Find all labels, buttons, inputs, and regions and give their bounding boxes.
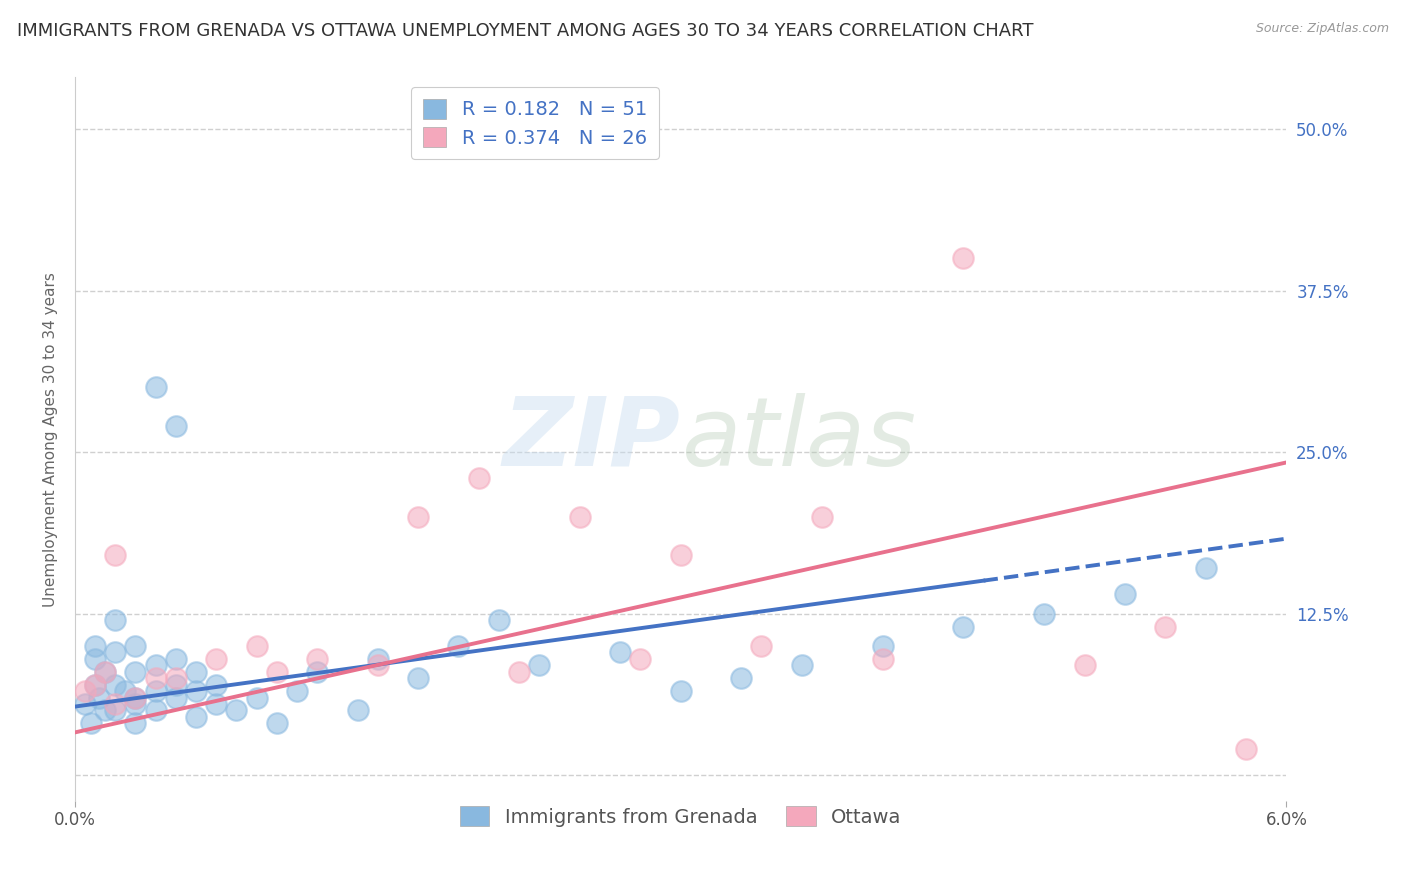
Point xyxy=(104,645,127,659)
Point xyxy=(346,703,368,717)
Point xyxy=(406,671,429,685)
Point xyxy=(73,684,96,698)
Point xyxy=(165,690,187,705)
Point xyxy=(124,716,146,731)
Point xyxy=(84,639,107,653)
Point xyxy=(145,380,167,394)
Point xyxy=(124,697,146,711)
Point xyxy=(80,716,103,731)
Point xyxy=(104,703,127,717)
Point xyxy=(266,665,288,679)
Point xyxy=(124,639,146,653)
Point xyxy=(73,697,96,711)
Point xyxy=(94,665,117,679)
Point xyxy=(184,710,207,724)
Point xyxy=(467,471,489,485)
Point xyxy=(184,665,207,679)
Point xyxy=(1154,619,1177,633)
Point xyxy=(94,703,117,717)
Point xyxy=(184,684,207,698)
Point xyxy=(508,665,530,679)
Point xyxy=(145,703,167,717)
Legend: Immigrants from Grenada, Ottawa: Immigrants from Grenada, Ottawa xyxy=(453,798,910,835)
Point xyxy=(104,697,127,711)
Point xyxy=(245,639,267,653)
Point xyxy=(165,419,187,434)
Point xyxy=(628,652,651,666)
Point xyxy=(307,652,329,666)
Point xyxy=(952,619,974,633)
Point xyxy=(104,549,127,563)
Point xyxy=(145,671,167,685)
Point xyxy=(307,665,329,679)
Point xyxy=(1114,587,1136,601)
Point xyxy=(94,665,117,679)
Point xyxy=(165,652,187,666)
Point xyxy=(609,645,631,659)
Point xyxy=(367,658,389,673)
Point xyxy=(488,613,510,627)
Point xyxy=(952,252,974,266)
Text: atlas: atlas xyxy=(681,392,915,485)
Point xyxy=(811,509,834,524)
Point xyxy=(205,678,228,692)
Point xyxy=(87,690,110,705)
Point xyxy=(669,684,692,698)
Point xyxy=(165,671,187,685)
Point xyxy=(266,716,288,731)
Point xyxy=(205,697,228,711)
Text: IMMIGRANTS FROM GRENADA VS OTTAWA UNEMPLOYMENT AMONG AGES 30 TO 34 YEARS CORRELA: IMMIGRANTS FROM GRENADA VS OTTAWA UNEMPL… xyxy=(17,22,1033,40)
Text: Source: ZipAtlas.com: Source: ZipAtlas.com xyxy=(1256,22,1389,36)
Point xyxy=(84,652,107,666)
Point xyxy=(529,658,551,673)
Point xyxy=(872,639,894,653)
Point xyxy=(124,665,146,679)
Point xyxy=(104,613,127,627)
Point xyxy=(165,678,187,692)
Point xyxy=(145,684,167,698)
Point xyxy=(790,658,813,673)
Point xyxy=(124,690,146,705)
Point xyxy=(1073,658,1095,673)
Point xyxy=(225,703,247,717)
Point xyxy=(1195,561,1218,575)
Point xyxy=(730,671,752,685)
Y-axis label: Unemployment Among Ages 30 to 34 years: Unemployment Among Ages 30 to 34 years xyxy=(44,272,58,607)
Point xyxy=(406,509,429,524)
Point xyxy=(568,509,591,524)
Point xyxy=(669,549,692,563)
Point xyxy=(1033,607,1056,621)
Point xyxy=(205,652,228,666)
Point xyxy=(104,678,127,692)
Point xyxy=(124,690,146,705)
Point xyxy=(447,639,470,653)
Point xyxy=(285,684,308,698)
Text: ZIP: ZIP xyxy=(503,392,681,485)
Point xyxy=(114,684,136,698)
Point xyxy=(245,690,267,705)
Point xyxy=(84,678,107,692)
Point xyxy=(751,639,773,653)
Point xyxy=(145,658,167,673)
Point xyxy=(367,652,389,666)
Point xyxy=(1234,742,1257,756)
Point xyxy=(84,678,107,692)
Point xyxy=(872,652,894,666)
